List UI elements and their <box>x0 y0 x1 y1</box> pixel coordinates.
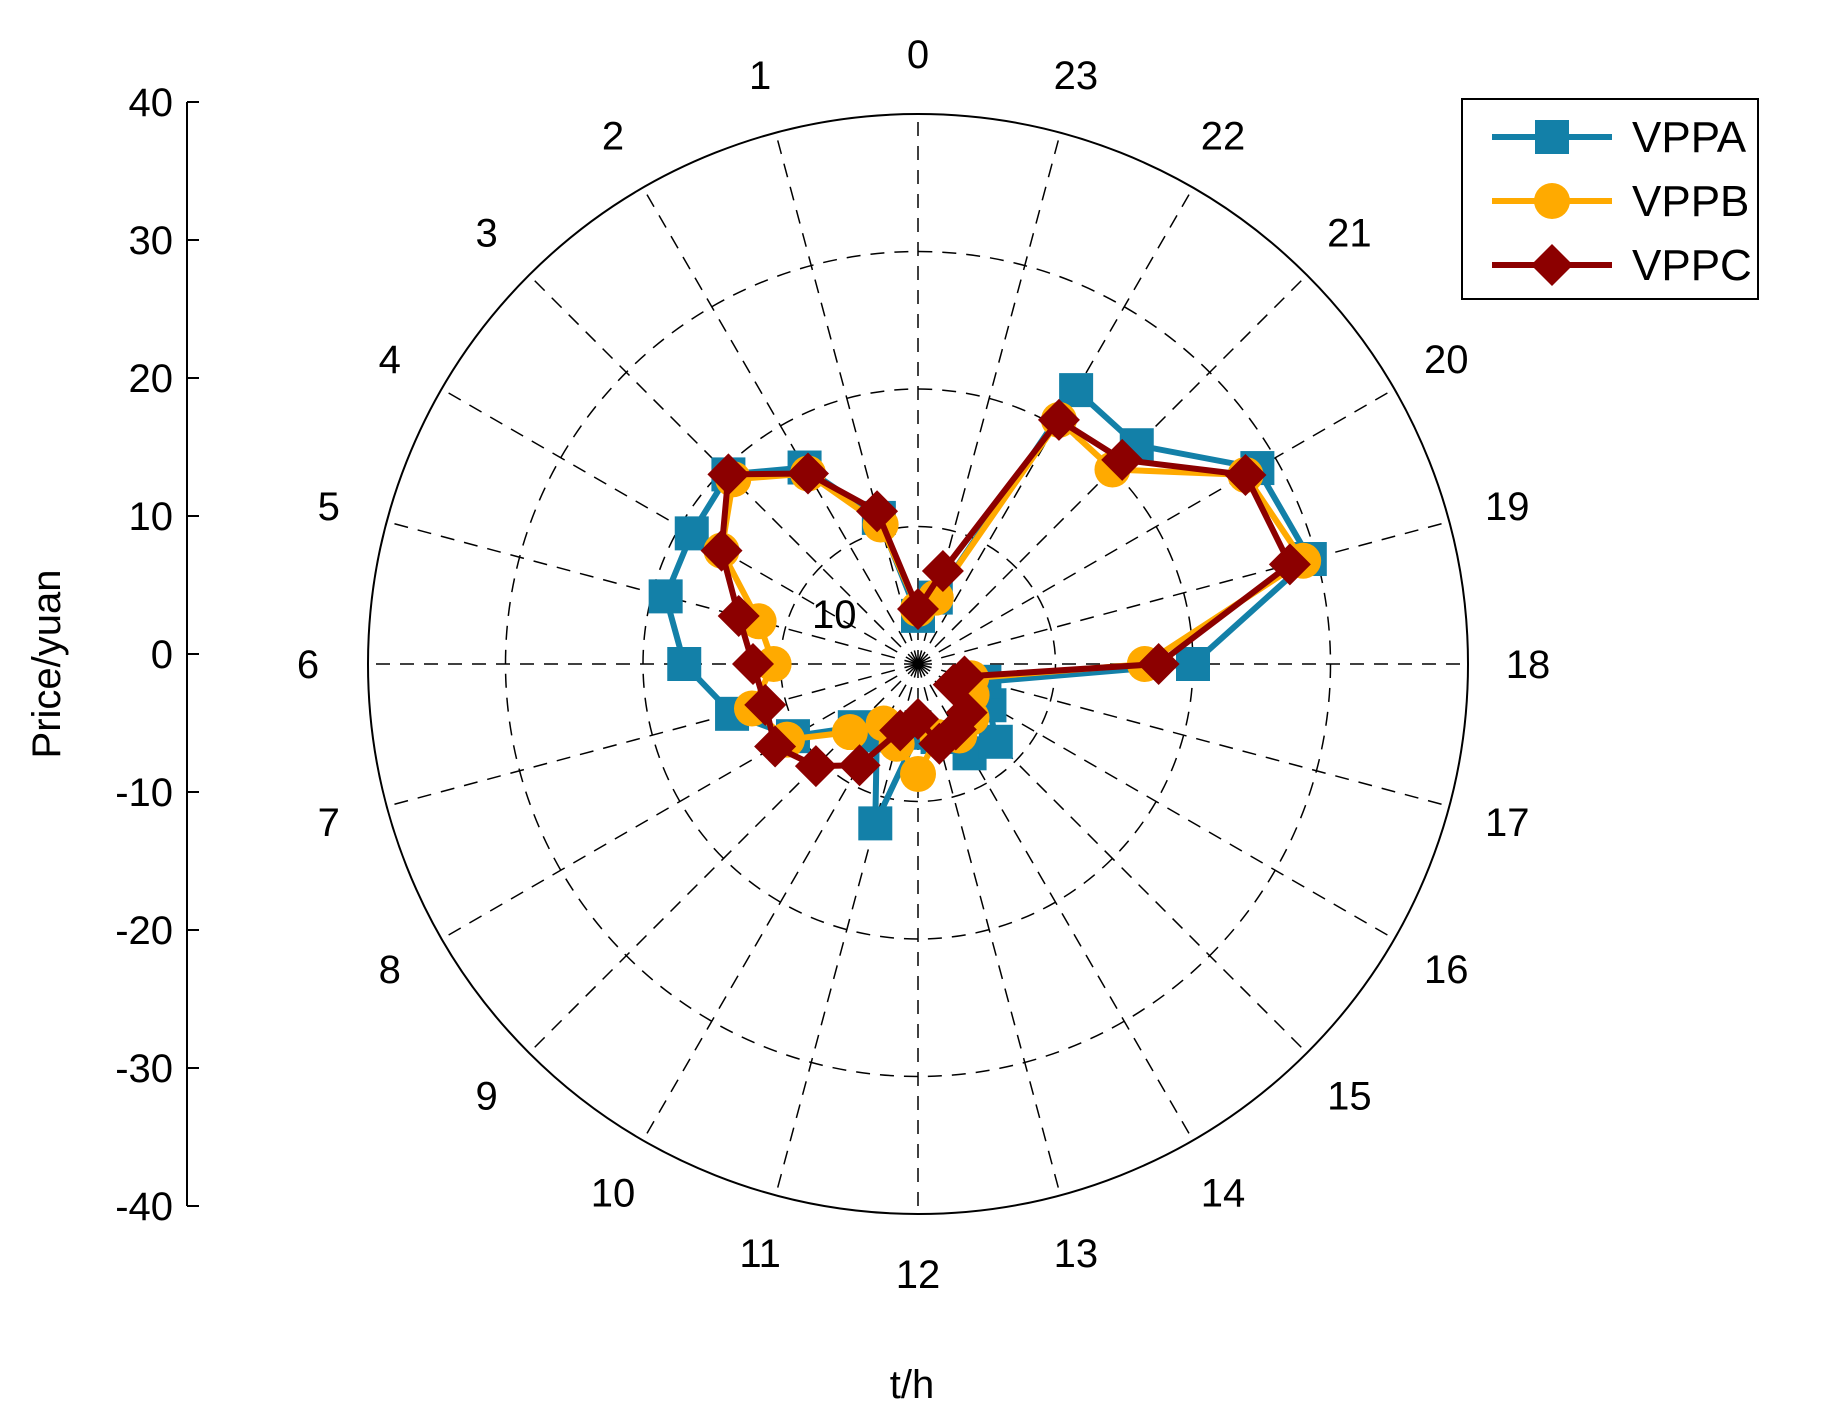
hour-label-18: 18 <box>1506 643 1551 687</box>
diamond-marker <box>1224 453 1267 496</box>
circle-marker <box>831 714 868 751</box>
spoke-9 <box>528 663 919 1054</box>
grid-ring-1 <box>779 525 1057 803</box>
radial-ring-label: 10 <box>812 593 857 637</box>
square-marker <box>1176 647 1210 681</box>
hour-label-23: 23 <box>1054 54 1099 98</box>
polar-grid <box>367 113 1469 1215</box>
price-tick-label: 0 <box>151 633 173 677</box>
price-tick-label: 40 <box>129 81 174 125</box>
diamond-marker <box>897 698 939 740</box>
spoke-1 <box>774 132 919 665</box>
diamond-marker <box>943 655 986 698</box>
hour-label-4: 4 <box>379 338 401 382</box>
price-tick-label: 20 <box>129 357 174 401</box>
price-tick-label: -10 <box>115 771 173 815</box>
hour-label-9: 9 <box>476 1074 498 1118</box>
diamond-marker <box>707 453 750 496</box>
series-layer <box>648 373 1327 841</box>
circle-marker <box>900 756 936 792</box>
square-marker <box>667 647 702 681</box>
hour-label-13: 13 <box>1054 1232 1099 1276</box>
hour-label-3: 3 <box>476 212 498 256</box>
diamond-marker <box>732 643 774 685</box>
series-VPPC <box>700 398 1311 788</box>
price-tick-label: -40 <box>115 1185 173 1229</box>
spoke-17 <box>917 663 1450 808</box>
diamond-marker <box>787 452 829 495</box>
spoke-14 <box>917 663 1194 1141</box>
hour-label-16: 16 <box>1424 948 1469 992</box>
hour-label-20: 20 <box>1424 338 1469 382</box>
spoke-16 <box>917 663 1395 940</box>
diamond-marker <box>717 594 760 637</box>
square-marker <box>674 516 709 551</box>
hour-label-8: 8 <box>379 948 401 992</box>
diamond-marker <box>754 725 797 768</box>
spoke-7 <box>386 663 919 808</box>
hour-label-14: 14 <box>1201 1171 1246 1215</box>
diamond-marker <box>1101 438 1144 481</box>
spoke-10 <box>642 663 919 1141</box>
outer-ring <box>367 113 1469 1215</box>
price-tick-label: -20 <box>115 909 173 953</box>
square-marker <box>1535 120 1569 154</box>
diamond-marker <box>744 683 787 726</box>
spoke-13 <box>917 663 1062 1196</box>
diamond-marker <box>897 588 939 630</box>
hour-label-19: 19 <box>1485 485 1530 529</box>
spoke-23 <box>917 132 1062 665</box>
y-axis-title: Price/yuan <box>25 570 69 759</box>
hour-label-11: 11 <box>739 1232 781 1276</box>
spoke-20 <box>917 388 1395 665</box>
diamond-marker <box>1137 643 1180 685</box>
spoke-15 <box>917 663 1308 1054</box>
diamond-marker <box>838 744 881 787</box>
hour-label-10: 10 <box>591 1171 636 1215</box>
legend-label-VPPB: VPPB <box>1632 177 1749 226</box>
square-marker <box>858 806 893 841</box>
square-marker <box>648 579 683 614</box>
hour-label-5: 5 <box>318 485 340 529</box>
price-axis: 40 30 20 10 0 -10 -20 -30 -40 <box>115 81 199 1229</box>
spoke-19 <box>917 520 1450 665</box>
hour-label-12: 12 <box>896 1253 941 1297</box>
diamond-marker <box>1531 244 1573 286</box>
hour-label-0: 0 <box>907 33 929 77</box>
hour-label-7: 7 <box>318 801 340 845</box>
square-marker <box>1059 373 1094 408</box>
legend: VPPA VPPB VPPC <box>1461 98 1759 300</box>
price-tick-label: -30 <box>115 1047 173 1091</box>
hour-label-2: 2 <box>602 115 624 159</box>
diamond-marker <box>794 745 837 788</box>
hour-label-17: 17 <box>1485 801 1530 845</box>
hour-label-15: 15 <box>1327 1074 1372 1118</box>
hour-label-22: 22 <box>1201 115 1246 159</box>
hour-label-1: 1 <box>749 54 771 98</box>
spoke-8 <box>441 663 919 940</box>
diamond-marker <box>700 529 743 572</box>
diamond-marker <box>856 490 899 533</box>
hour-label-6: 6 <box>297 643 319 687</box>
legend-label-VPPC: VPPC <box>1632 241 1752 290</box>
price-tick-label: 30 <box>129 219 174 263</box>
circle-marker <box>1534 183 1570 219</box>
diamond-marker <box>921 550 964 593</box>
x-axis-title: t/h <box>890 1363 934 1407</box>
diamond-marker <box>1037 398 1080 441</box>
diamond-marker <box>1268 543 1311 586</box>
square-marker <box>978 724 1013 759</box>
spoke-11 <box>774 663 919 1196</box>
price-tick-label: 10 <box>129 495 174 539</box>
hour-label-21: 21 <box>1327 212 1372 256</box>
legend-label-VPPA: VPPA <box>1632 113 1747 162</box>
spoke-2 <box>642 187 919 665</box>
